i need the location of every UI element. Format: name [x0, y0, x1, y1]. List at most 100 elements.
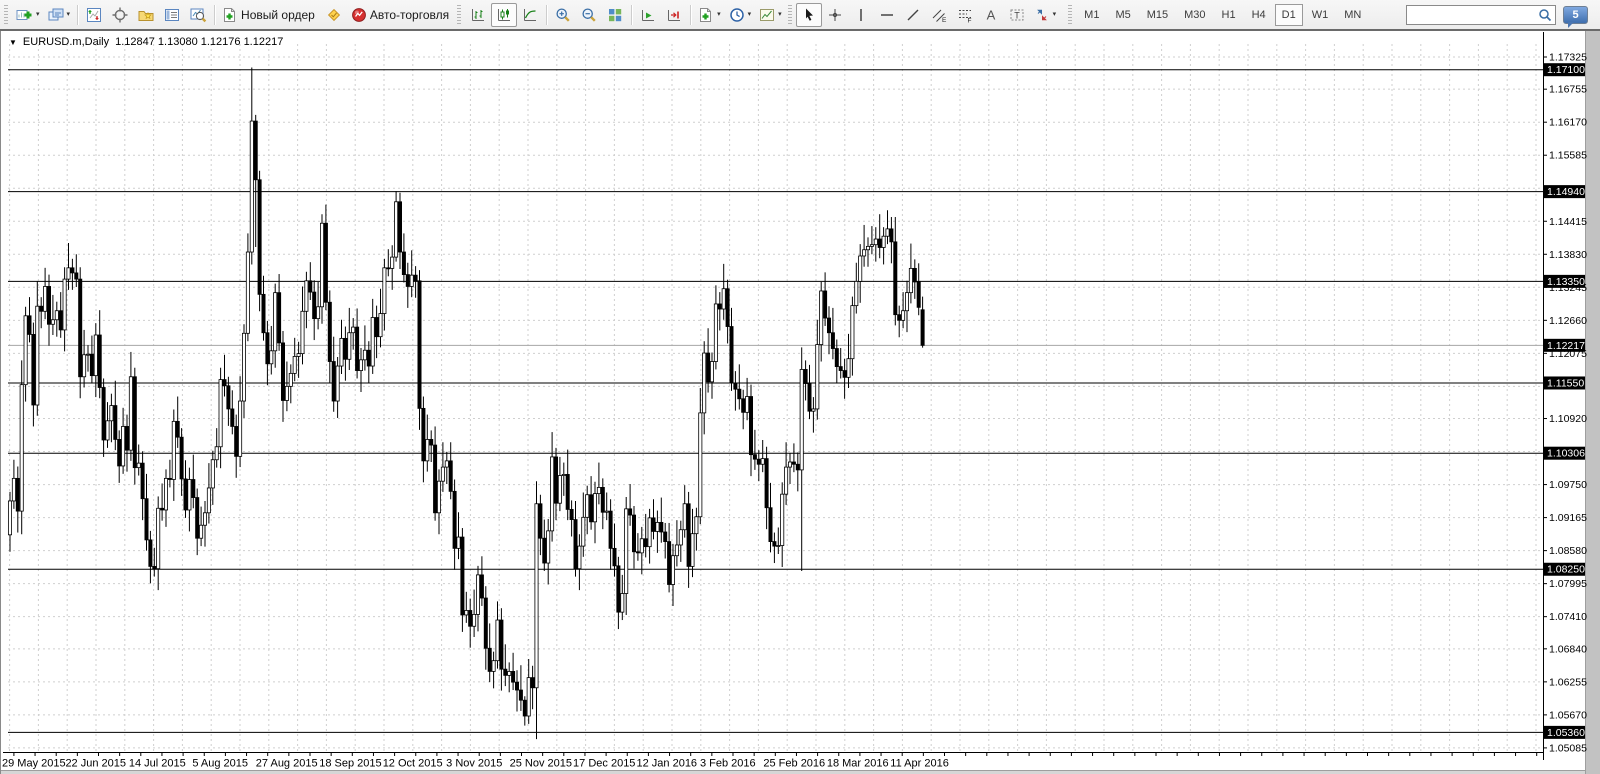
- chevron-down-icon: ▾: [747, 11, 752, 18]
- time-axis: 29 May 2015 22 Jun 2015 14 Jul 2015 5 Aug 2…: [2, 752, 1543, 770]
- fibonacci-button[interactable]: F: [952, 3, 978, 27]
- equidistant-channel-icon: E: [932, 9, 947, 23]
- timeframe-d1[interactable]: D1: [1274, 3, 1303, 26]
- notification-icon[interactable]: 5: [1563, 5, 1588, 28]
- new-chart-button[interactable]: ▾: [12, 3, 44, 27]
- toolbar-grip[interactable]: [4, 4, 8, 25]
- zoom-out-icon: [582, 7, 596, 22]
- chart-shift-button[interactable]: [661, 3, 687, 27]
- profiles-icon: [48, 8, 64, 20]
- text-icon: A: [986, 7, 995, 22]
- arrows-icon: [1036, 9, 1047, 20]
- timeframe-w1[interactable]: W1: [1311, 8, 1329, 21]
- toolbar-separator: [690, 4, 692, 25]
- profiles-button[interactable]: ▾: [44, 3, 75, 27]
- svg-text:1.15585: 1.15585: [1549, 150, 1587, 162]
- svg-text:25 Feb 2016: 25 Feb 2016: [763, 758, 825, 770]
- svg-text:12 Jan 2016: 12 Jan 2016: [637, 758, 698, 770]
- crosshair-icon: [828, 8, 841, 21]
- market-watch-icon: [87, 7, 102, 22]
- svg-text:1.07410: 1.07410: [1549, 611, 1587, 623]
- autotrading-button[interactable]: Авто-торговля: [347, 3, 455, 27]
- zoom-in-button[interactable]: [550, 3, 576, 27]
- candlestick-chart-button[interactable]: [491, 2, 518, 27]
- timeframe-h4[interactable]: H4: [1251, 8, 1266, 21]
- tile-windows-button[interactable]: [602, 3, 628, 27]
- metaeditor-button[interactable]: [321, 3, 347, 27]
- templates-icon: [760, 8, 775, 21]
- strategy-tester-button[interactable]: [185, 3, 211, 27]
- svg-text:1.12660: 1.12660: [1549, 315, 1587, 327]
- navigator-button[interactable]: [133, 3, 159, 27]
- svg-text:1.08250: 1.08250: [1547, 564, 1585, 576]
- svg-text:29 May 2015: 29 May 2015: [2, 758, 66, 770]
- zoom-out-button[interactable]: [576, 3, 602, 27]
- timeframe-m30[interactable]: M30: [1184, 8, 1206, 21]
- arrows-button[interactable]: ▾: [1030, 3, 1061, 27]
- svg-text:1.12217: 1.12217: [1547, 340, 1585, 352]
- terminal-button[interactable]: [159, 3, 185, 27]
- zoom-in-icon: [556, 7, 570, 22]
- chart-title: ▼ EURUSD.m,Daily 1.12847 1.13080 1.12176…: [9, 36, 283, 48]
- toolbar-separator: [77, 4, 79, 25]
- toolbar-grip[interactable]: [1068, 4, 1073, 25]
- timeframe-m1[interactable]: M1: [1084, 8, 1100, 21]
- svg-text:3 Feb 2016: 3 Feb 2016: [700, 758, 756, 770]
- indicators-icon: [700, 7, 712, 22]
- svg-text:1.14940: 1.14940: [1547, 186, 1585, 198]
- strategy-tester-icon: [190, 8, 206, 22]
- svg-text:1.13350: 1.13350: [1547, 276, 1585, 288]
- chevron-down-icon: ▾: [1052, 11, 1057, 18]
- vertical-line-button[interactable]: [848, 3, 874, 27]
- svg-text:18 Mar 2016: 18 Mar 2016: [827, 758, 889, 770]
- timeframe-m5[interactable]: M5: [1115, 8, 1131, 21]
- toolbar-separator: [631, 4, 633, 25]
- chevron-down-icon: ▾: [778, 11, 782, 18]
- cursor-button[interactable]: [795, 2, 822, 27]
- toolbar-grip[interactable]: [787, 4, 792, 25]
- svg-text:1.09750: 1.09750: [1549, 479, 1587, 491]
- indicators-button[interactable]: ▾: [694, 3, 725, 27]
- candlestick-chart-icon: [498, 8, 511, 21]
- horizontal-line-button[interactable]: [874, 3, 900, 27]
- timeframe-mn[interactable]: MN: [1344, 8, 1362, 21]
- new-order-button[interactable]: Новый ордер: [218, 3, 321, 27]
- svg-text:E: E: [942, 17, 947, 23]
- line-chart-button[interactable]: [517, 3, 543, 27]
- text-label-button[interactable]: T: [1004, 3, 1030, 27]
- svg-text:12 Oct 2015: 12 Oct 2015: [383, 758, 443, 770]
- svg-text:22 Jun 2015: 22 Jun 2015: [65, 758, 126, 770]
- templates-button[interactable]: ▾: [755, 3, 786, 27]
- toolbar-separator: [546, 4, 548, 25]
- svg-text:T: T: [1014, 10, 1020, 20]
- search-icon[interactable]: [1538, 8, 1552, 22]
- text-button[interactable]: A: [978, 3, 1004, 27]
- chart-canvas[interactable]: 1.17325 1.16755 1.16170 1.15585 1.14415 1.138…: [0, 30, 1600, 774]
- auto-scroll-button[interactable]: [635, 3, 661, 27]
- chart-symbol-label: EURUSD.m,Daily: [22, 36, 110, 48]
- collapse-icon[interactable]: ▼: [9, 37, 17, 47]
- crosshair-button[interactable]: [822, 3, 848, 27]
- chart-window: ▼ EURUSD.m,Daily 1.12847 1.13080 1.12176…: [0, 30, 1600, 774]
- data-window-button[interactable]: [107, 3, 133, 27]
- equidistant-channel-button[interactable]: E: [926, 3, 952, 27]
- main-toolbar: ▾ ▾ Новый ордер Авто-торговля: [0, 0, 1600, 30]
- trendline-button[interactable]: [900, 3, 926, 27]
- timeframe-m15[interactable]: M15: [1146, 8, 1169, 21]
- line-chart-icon: [524, 8, 537, 21]
- svg-text:1.13830: 1.13830: [1549, 249, 1587, 261]
- autotrading-icon: [351, 7, 366, 22]
- candlesticks: [7, 67, 925, 740]
- bar-chart-button[interactable]: [465, 3, 491, 27]
- periods-button[interactable]: ▾: [725, 3, 756, 27]
- svg-text:5 Aug 2015: 5 Aug 2015: [192, 758, 248, 770]
- timeframe-h1[interactable]: H1: [1221, 8, 1236, 21]
- vertical-line-icon: [859, 8, 862, 21]
- svg-text:1.09165: 1.09165: [1549, 512, 1587, 524]
- toolbar-grip[interactable]: [457, 4, 462, 25]
- search-input[interactable]: [1410, 7, 1538, 22]
- toolbar-separator: [214, 4, 216, 25]
- market-watch-button[interactable]: [81, 3, 107, 27]
- svg-text:1.05360: 1.05360: [1547, 727, 1585, 739]
- svg-text:14 Jul 2015: 14 Jul 2015: [129, 758, 186, 770]
